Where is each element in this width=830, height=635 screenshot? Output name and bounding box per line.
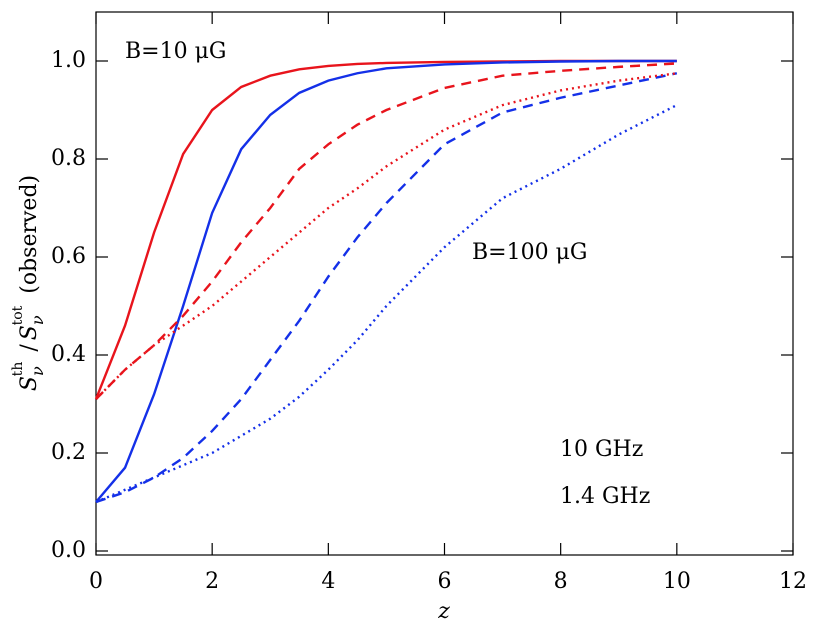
- plot-frame: [95, 11, 794, 556]
- x-tick-label: 10: [663, 569, 691, 594]
- y-tick-label: 0.0: [51, 538, 86, 563]
- x-tick-label: 12: [779, 569, 807, 594]
- y-axis-label-part: (observed): [17, 175, 42, 294]
- series-line: [94, 59, 677, 400]
- annotation: 1.4 GHz: [560, 484, 650, 509]
- x-axis-label: z: [437, 599, 450, 624]
- series-line: [95, 72, 677, 400]
- series-line: [95, 62, 677, 400]
- x-tick-label: 4: [321, 569, 335, 594]
- annotation: B=10 μG: [125, 39, 226, 64]
- y-axis-label-part: S: [17, 325, 42, 340]
- y-axis-label-part: th: [10, 362, 26, 377]
- y-tick-label: 0.8: [51, 146, 86, 171]
- x-tick-label: 2: [205, 569, 219, 594]
- y-axis-label-part: /: [17, 344, 42, 352]
- y-axis-label: Sνth/Sνtot(observed): [10, 175, 47, 391]
- series-line: [95, 59, 677, 503]
- y-tick-label: 0.4: [51, 342, 86, 367]
- x-tick-label: 8: [554, 569, 568, 594]
- y-axis-label-part: ν: [28, 315, 47, 325]
- y-tick-label: 1.0: [51, 48, 86, 73]
- y-tick-label: 0.2: [51, 440, 86, 465]
- series-line: [95, 104, 678, 504]
- annotation: 10 GHz: [560, 437, 643, 462]
- x-tick-label: 6: [438, 569, 452, 594]
- y-axis-label-part: S: [17, 376, 42, 391]
- series-line: [95, 72, 678, 504]
- y-axis-label-part: ν: [28, 366, 47, 376]
- annotation: B=100 μG: [472, 240, 587, 265]
- y-axis-label-part: tot: [10, 305, 26, 325]
- y-tick-label: 0.6: [51, 244, 86, 269]
- x-tick-label: 0: [89, 569, 103, 594]
